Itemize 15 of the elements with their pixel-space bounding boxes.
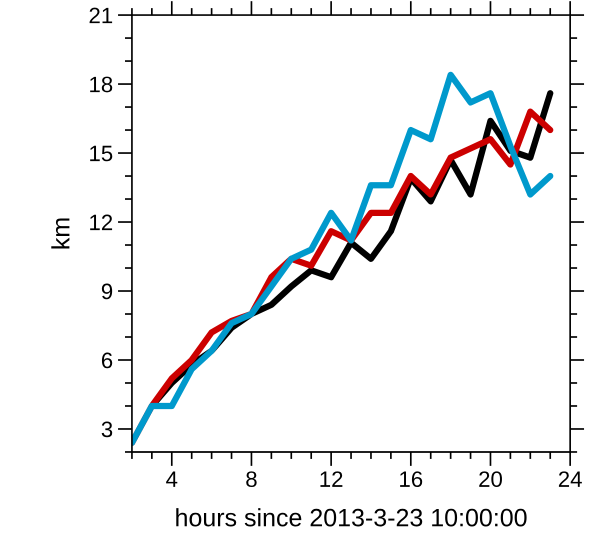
y-tick-label: 21: [90, 8, 112, 24]
x-tick-label: 12: [320, 471, 342, 487]
y-axis-title: km: [51, 218, 70, 248]
y-tick-label: 12: [90, 214, 112, 230]
x-tick-label: 16: [400, 471, 422, 488]
y-tick-label: 9: [102, 284, 112, 300]
y-tick-label: 6: [102, 352, 112, 368]
y-tick-label: 18: [90, 76, 112, 92]
x-tick-label: 8: [246, 471, 257, 488]
x-tick-label: 4: [166, 472, 178, 487]
x-tick-label: 20: [479, 471, 502, 488]
x-tick-label: 24: [558, 471, 582, 487]
y-tick-label: 15: [90, 146, 112, 162]
x-axis-title: hours since 2013-3-23 10:00:00: [176, 508, 527, 526]
y-tick-label: 3: [102, 422, 112, 438]
